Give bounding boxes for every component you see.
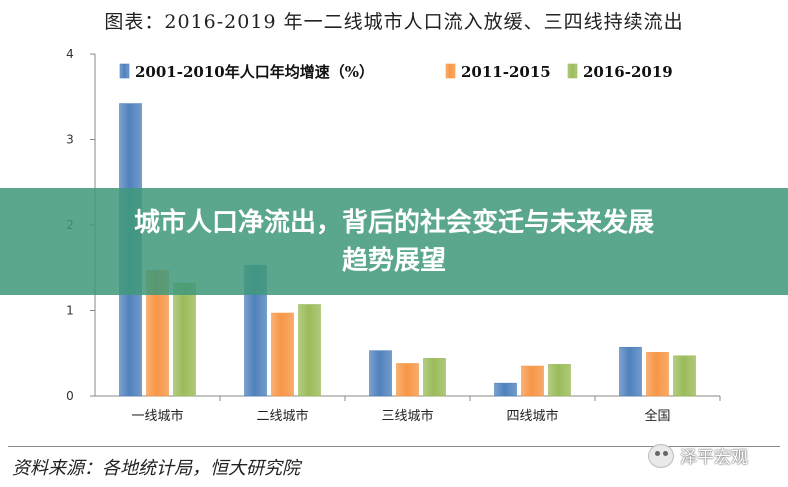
legend-label: 2016-2019 <box>583 63 673 81</box>
legend-swatch <box>119 63 130 79</box>
legend-swatch <box>445 63 456 79</box>
legend-swatch <box>567 63 578 79</box>
bar <box>396 363 419 397</box>
bar <box>619 346 642 397</box>
bar <box>494 382 517 397</box>
x-tick-label: 全国 <box>644 408 670 424</box>
bar <box>271 312 294 397</box>
source-note: 资料来源：各地统计局，恒大研究院 <box>12 458 300 479</box>
bar <box>673 355 696 397</box>
x-tick-label: 四线城市 <box>506 408 558 424</box>
headline-banner: 城市人口净流出，背后的社会变迁与未来发展 趋势展望 <box>0 188 788 295</box>
headline-line-1: 城市人口净流出，背后的社会变迁与未来发展 <box>133 207 654 238</box>
bar <box>521 365 544 397</box>
headline-line-2: 趋势展望 <box>341 245 446 276</box>
chart-title: 图表：2016-2019 年一二线城市人口流入放缓、三四线持续流出 <box>104 11 684 33</box>
watermark: 泽平宏观 <box>648 443 748 468</box>
bar <box>548 364 571 397</box>
bar <box>369 350 392 397</box>
y-tick-label: 3 <box>66 133 74 147</box>
legend-label: 2011-2015 <box>461 63 551 81</box>
y-tick-label: 4 <box>66 47 74 61</box>
wechat-icon <box>648 443 674 468</box>
bar <box>173 282 196 397</box>
legend-label: 2001-2010年人口年均增速（%） <box>135 63 374 81</box>
bar <box>646 352 669 397</box>
bar <box>298 304 321 397</box>
y-tick-label: 0 <box>66 389 74 403</box>
x-tick-label: 二线城市 <box>256 408 308 424</box>
x-tick-label: 三线城市 <box>381 408 433 424</box>
y-tick-label: 1 <box>66 304 74 318</box>
watermark-text: 泽平宏观 <box>680 448 748 468</box>
x-tick-label: 一线城市 <box>131 408 183 424</box>
footer-divider <box>8 446 780 447</box>
bar <box>423 358 446 397</box>
